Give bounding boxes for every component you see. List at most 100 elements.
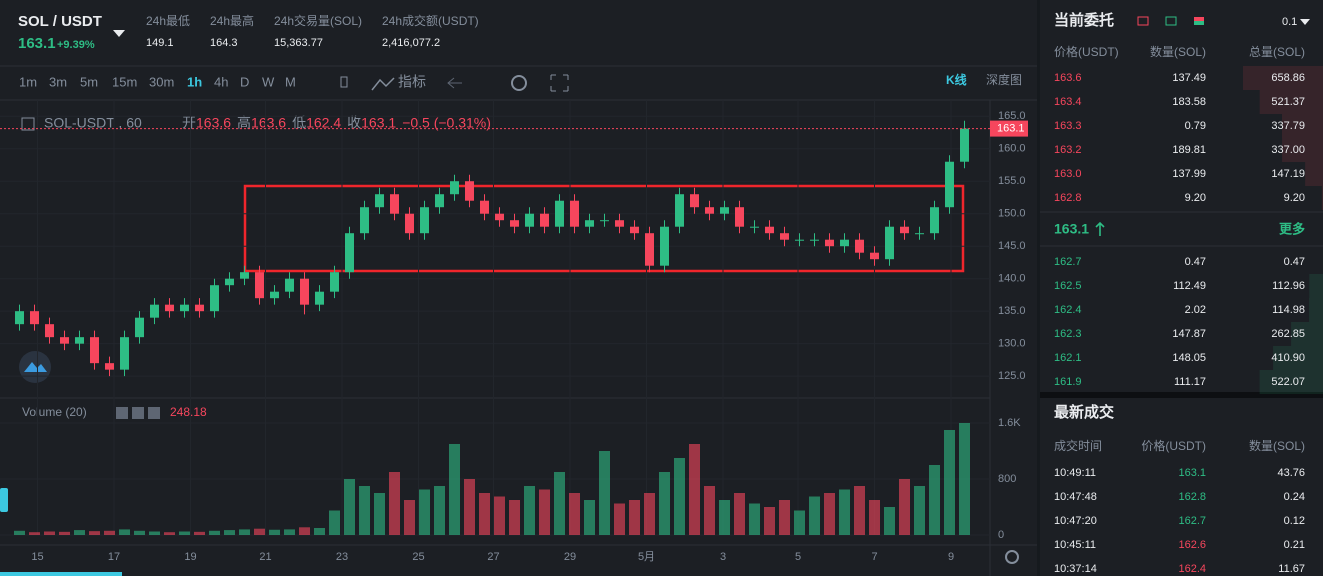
dropdown-icon[interactable] [113,30,125,37]
y-tick-label: 145.0 [998,240,1026,252]
kline-tab[interactable]: K线 [946,72,967,87]
x-tick-label: 25 [412,551,424,563]
volume-bar [584,499,595,535]
candle-body [690,194,699,208]
volume-bar [29,532,40,535]
interval[interactable]: 30m [149,74,174,89]
candle-body [675,194,684,227]
candle-body [780,233,789,240]
candle-body [765,226,774,234]
volume-bar [554,471,565,535]
orderbook-cell[interactable]: 162.4 [1054,304,1082,316]
candle-body [405,213,414,234]
interval[interactable]: D [240,74,249,89]
collapse-icon[interactable] [21,117,35,131]
volume-bar [449,443,460,535]
settings-icon[interactable] [511,75,527,91]
depth-bar [1309,274,1323,298]
orderbook-cell: 137.49 [1172,72,1206,84]
candle-body [525,213,534,227]
interval[interactable]: M [285,74,296,89]
interval[interactable]: 1m [19,74,37,89]
orderbook-cell[interactable]: 162.3 [1054,328,1082,340]
stat-label: 24h最低 [146,14,190,28]
volume-legend[interactable]: Volume (20) [22,405,87,419]
undo-icon[interactable] [447,77,462,89]
more[interactable]: 更多 [1279,221,1305,236]
orderbook-cell[interactable]: 163.4 [1054,96,1082,108]
fullscreen-icon[interactable] [550,74,569,92]
candle-body [270,291,279,299]
interval[interactable]: 4h [214,74,228,89]
stat-value: 2,416,077.2 [382,37,440,49]
candle-body [645,233,654,266]
volume-bar [389,471,400,535]
orderbook-cell[interactable]: 162.8 [1054,192,1082,204]
trade-cell: 162.7 [1178,515,1206,527]
trade-cell: 163.1 [1178,467,1206,479]
orderbook-cell: 2.02 [1185,304,1206,316]
side-toggle[interactable] [0,488,8,512]
candle-body [630,226,639,234]
interval[interactable]: 5m [80,74,98,89]
orderbook-cell[interactable]: 163.3 [1054,120,1082,132]
eye-icon[interactable] [116,407,128,419]
orderbook-cell[interactable]: 161.9 [1054,376,1082,388]
ohlc-legend: 163.6 [196,115,231,131]
depth-tab[interactable]: 深度图 [986,72,1022,87]
volume-bar [434,485,445,535]
volume-bar [89,531,100,535]
volume-bar [734,492,745,535]
gear-icon[interactable] [132,407,144,419]
candle-body [855,239,864,253]
candle-body [390,194,399,214]
candle-icon[interactable] [340,76,348,88]
interval[interactable]: 15m [112,74,137,89]
depth-bar [1291,322,1323,346]
interval[interactable]: 1h [187,74,202,89]
volume-bar [749,503,760,535]
volume-bar [569,492,580,535]
candle-body [165,304,174,312]
orderbook-cell: 0.47 [1185,256,1206,268]
interval[interactable]: 3m [49,74,67,89]
x-tick-label: 5 [795,551,801,563]
orderbook-cell: 111.17 [1174,376,1206,388]
orderbook-cell[interactable]: 163.2 [1054,144,1082,156]
depth-bar [1305,162,1323,186]
candle-body [255,272,264,299]
candle-body [570,200,579,227]
pair[interactable]: SOL / USDT [18,13,102,30]
indicator[interactable]: 指标 [398,74,426,90]
candle-body [465,181,474,201]
dropdown-icon[interactable] [1300,19,1310,25]
orderbook-cell[interactable]: 162.5 [1054,280,1082,292]
close-icon[interactable] [148,407,160,419]
candle-body [930,207,939,234]
orderbook-cell[interactable]: 162.1 [1054,352,1082,364]
volume-bar [284,529,295,535]
volume-bar [869,499,880,535]
precision[interactable]: 0.1 [1282,16,1297,28]
view-icons[interactable] [1137,16,1204,26]
volume-bar [14,530,25,535]
orderbook-cell[interactable]: 162.7 [1054,256,1082,268]
candle-body [210,285,219,312]
depth-bar [1273,346,1323,370]
stat-value: 164.3 [210,37,238,49]
candle-body [225,278,234,286]
logo-mark [24,362,47,372]
orderbook-cell[interactable]: 163.6 [1054,72,1082,84]
depth-bar [1309,298,1323,322]
candle-body [15,311,24,325]
volume-bar [599,450,610,535]
interval[interactable]: W [262,74,275,89]
orderbook-cell[interactable]: 163.0 [1054,168,1082,180]
symbol[interactable]: SOL-USDT , 60 [44,115,142,131]
volume-bar [929,464,940,535]
trade-cell: 10:37:14 [1054,563,1097,575]
indicator-icon[interactable] [371,77,395,91]
candle-body [345,233,354,273]
settings-icon[interactable] [1005,550,1019,564]
